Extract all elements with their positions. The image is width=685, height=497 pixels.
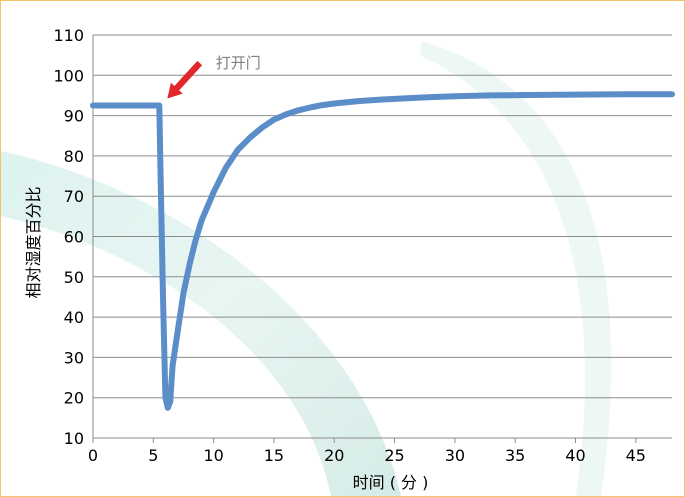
axes <box>92 35 672 443</box>
x-tick-label: 10 <box>203 446 223 465</box>
x-tick-label: 25 <box>384 446 404 465</box>
x-tick-label: 35 <box>505 446 525 465</box>
x-tick-label: 30 <box>445 446 465 465</box>
series-line <box>90 91 675 411</box>
x-tick-label: 0 <box>88 446 98 465</box>
x-tick-label: 40 <box>565 446 585 465</box>
annotation: 打开门 <box>167 54 261 99</box>
y-tick-label: 20 <box>64 389 84 408</box>
y-tick-label: 60 <box>64 228 84 247</box>
y-tick-label: 70 <box>64 187 84 206</box>
annotation-arrow <box>167 60 203 99</box>
x-tick-label: 20 <box>324 446 344 465</box>
gridlines <box>93 34 672 399</box>
y-axis-title: 相对湿度百分比 <box>24 186 43 298</box>
y-tick-label: 10 <box>64 429 84 448</box>
y-tick-label: 80 <box>64 147 84 166</box>
y-tick-label: 110 <box>53 26 84 45</box>
y-tick-labels: 10 20 30 40 50 60 70 80 90 100 110 <box>53 26 84 448</box>
annotation-label: 打开门 <box>216 54 261 72</box>
x-axis-title: 时间 ( 分 ) <box>353 473 429 492</box>
x-tick-label: 45 <box>626 446 646 465</box>
y-tick-label: 30 <box>64 348 84 367</box>
y-tick-label: 50 <box>64 268 84 287</box>
x-tick-label: 15 <box>264 446 284 465</box>
x-tick-label: 5 <box>148 446 158 465</box>
y-tick-label: 40 <box>64 308 84 327</box>
y-tick-label: 90 <box>64 107 84 126</box>
background-swoosh <box>1 41 612 496</box>
y-tick-label: 100 <box>53 66 84 85</box>
x-tick-labels: 0 5 10 15 20 25 30 35 40 45 <box>88 446 646 465</box>
